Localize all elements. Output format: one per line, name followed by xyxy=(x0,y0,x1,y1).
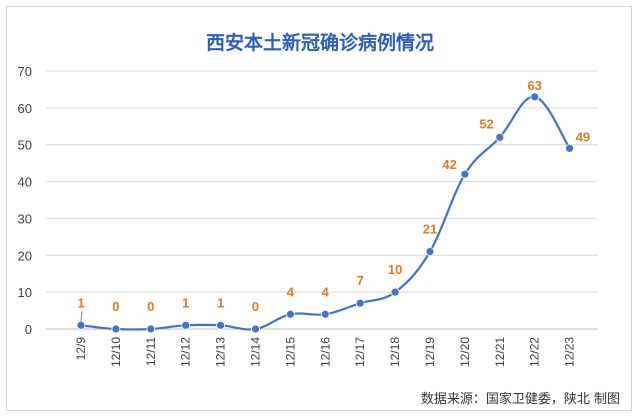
y-tick-label: 50 xyxy=(18,138,32,153)
gridlines xyxy=(46,70,598,330)
data-label: 0 xyxy=(252,299,259,314)
data-point xyxy=(216,320,226,330)
x-tick-label: 12/14 xyxy=(249,337,263,367)
data-point xyxy=(251,324,260,334)
data-label: 10 xyxy=(388,262,402,277)
data-point xyxy=(285,309,295,319)
x-tick-label: 12/17 xyxy=(353,337,367,367)
data-point xyxy=(425,247,435,257)
y-tick-label: 0 xyxy=(25,322,32,337)
source-note: 数据来源：国家卫健委，陕北 制图 xyxy=(420,392,620,407)
data-label: 4 xyxy=(287,284,295,299)
data-point xyxy=(355,298,365,308)
data-point xyxy=(146,324,156,334)
x-tick-label: 12/15 xyxy=(283,337,297,367)
data-label: 7 xyxy=(357,273,364,288)
x-tick-label: 12/21 xyxy=(493,337,507,367)
data-label: 42 xyxy=(442,157,456,172)
x-tick-label: 12/11 xyxy=(144,337,158,366)
data-label: 4 xyxy=(322,284,330,299)
x-tick-label: 12/20 xyxy=(458,337,472,367)
data-point xyxy=(181,320,191,330)
data-point xyxy=(390,287,400,297)
data-point xyxy=(460,169,470,179)
x-tick-label: 12/19 xyxy=(423,337,437,367)
y-tick-label: 10 xyxy=(18,285,32,300)
y-tick-label: 40 xyxy=(18,175,32,190)
chart-frame xyxy=(6,6,632,411)
data-label: 49 xyxy=(576,129,590,144)
x-tick-label: 12/9 xyxy=(74,337,88,361)
data-point xyxy=(495,132,505,142)
data-label: 1 xyxy=(182,295,189,310)
leader-line xyxy=(80,311,83,323)
x-tick-label: 12/12 xyxy=(179,337,193,367)
data-label: 1 xyxy=(77,295,84,310)
x-tick-label: 12/10 xyxy=(109,337,123,367)
y-tick-label: 20 xyxy=(18,248,32,263)
y-axis-ticks: 0 10 20 30 40 50 60 70 xyxy=(18,64,32,337)
data-point xyxy=(320,309,330,319)
y-tick-label: 60 xyxy=(18,101,32,116)
data-label: 63 xyxy=(527,78,541,93)
data-label: 52 xyxy=(479,116,493,131)
data-point xyxy=(111,324,121,334)
x-tick-label: 12/18 xyxy=(388,337,402,367)
data-point xyxy=(76,320,86,330)
x-tick-label: 12/22 xyxy=(528,337,542,367)
y-tick-label: 30 xyxy=(18,211,32,226)
x-axis-ticks: 12/9 12/10 12/11 12/12 12/13 12/14 12/15 12/16 1… xyxy=(74,337,577,367)
data-label: 21 xyxy=(423,222,437,237)
y-tick-label: 70 xyxy=(18,64,32,79)
data-point xyxy=(530,92,540,102)
data-point xyxy=(565,143,574,153)
x-tick-label: 12/13 xyxy=(214,337,228,367)
series-points xyxy=(76,92,574,334)
chart-title: 西安本土新冠确诊病例情况 xyxy=(205,32,434,54)
x-tick-label: 12/16 xyxy=(318,337,332,367)
data-label: 0 xyxy=(112,299,119,314)
x-tick-label: 12/23 xyxy=(563,337,577,367)
data-label: 0 xyxy=(147,299,154,314)
data-label: 1 xyxy=(217,295,224,310)
